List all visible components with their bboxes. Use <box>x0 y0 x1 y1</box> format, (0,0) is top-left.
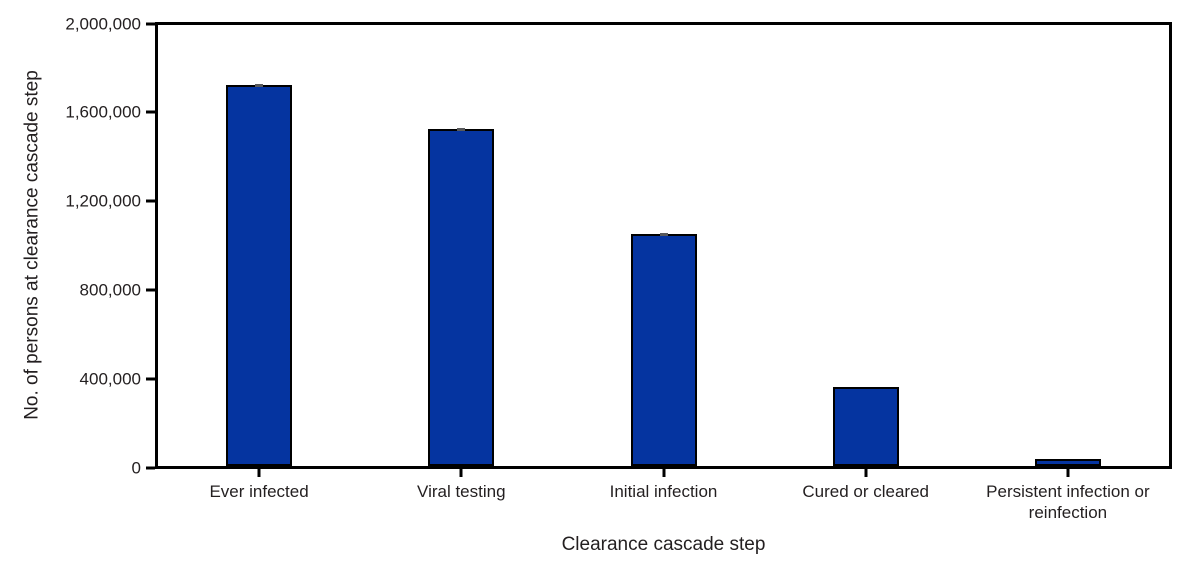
x-category-label: Viral testing <box>417 482 506 501</box>
x-category-label: Ever infected <box>209 482 309 501</box>
y-axis-tick <box>146 377 155 381</box>
y-axis-tick <box>146 288 155 292</box>
y-axis-tick <box>146 110 155 114</box>
error-bar-cap <box>255 83 264 87</box>
y-axis-tick <box>146 22 155 25</box>
bar-initial-infection <box>630 233 697 466</box>
x-axis-tick <box>864 469 868 477</box>
bar-viral-testing <box>428 127 495 466</box>
x-category-label: Initial infection <box>609 482 718 501</box>
bar-ever-infected <box>226 83 293 466</box>
x-axis-tick <box>257 469 261 477</box>
error-bar-cap <box>457 127 466 131</box>
y-axis-tick-label: 400,000 <box>79 369 141 389</box>
bar-cured-or-cleared <box>832 386 899 466</box>
bar-persistent-infection-or <box>1034 459 1101 466</box>
y-axis-tick <box>146 466 155 469</box>
y-axis-tick-label: 1,600,000 <box>65 102 141 122</box>
y-axis-tick-label: 800,000 <box>79 280 141 300</box>
plot-area <box>155 22 1172 469</box>
x-axis-title: Clearance cascade step <box>561 534 766 555</box>
x-axis-tick <box>459 469 463 477</box>
error-bar-cap <box>659 233 668 237</box>
x-category-label: Persistent infection or reinfection <box>986 482 1150 523</box>
y-axis-tick-label: 2,000,000 <box>65 14 141 33</box>
y-axis-tick-label: 0 <box>131 458 141 477</box>
x-category-label: Cured or cleared <box>802 482 929 501</box>
y-axis-tick-label: 1,200,000 <box>65 191 141 211</box>
y-axis-title: No. of persons at clearance cascade step <box>21 70 43 420</box>
x-axis-tick <box>1066 469 1070 477</box>
plot-inner <box>158 25 1169 466</box>
y-axis-tick <box>146 199 155 203</box>
x-axis-tick <box>662 469 665 477</box>
